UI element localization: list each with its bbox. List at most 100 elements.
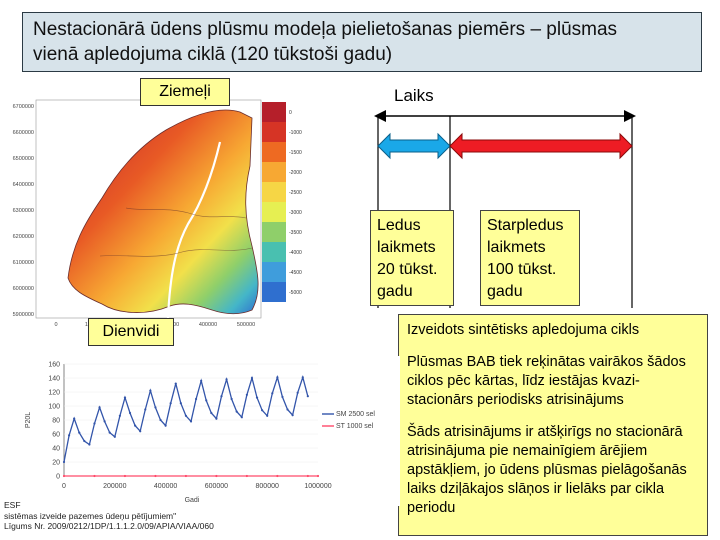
- map-colorbar: [262, 102, 286, 302]
- chart-point: [301, 376, 304, 379]
- chart-x-tick: 600000: [205, 483, 228, 490]
- map-y-tick: 6100000: [13, 260, 34, 266]
- chart-point: [261, 409, 264, 412]
- interglacial-line-1: Starpledus: [487, 217, 564, 234]
- interglacial-line-2: laikmets: [487, 239, 546, 256]
- chart-point: [118, 414, 121, 417]
- chart-point: [149, 389, 152, 392]
- map-y-tick: 5900000: [13, 312, 34, 318]
- chart-point: [291, 414, 294, 417]
- chart-point: [113, 435, 116, 438]
- p20l-chart: P20L Gadi 0 20 40 60 80 100 120 140 160 0 200000 40…: [22, 356, 400, 506]
- chart-point: [205, 399, 208, 402]
- chart-point: [245, 393, 248, 396]
- chart-point: [103, 420, 106, 423]
- ice-thickness-map: 6700000 6600000 6500000 6400000 6300000 62000…: [6, 96, 308, 328]
- chart-point: [62, 474, 66, 478]
- chart-point: [93, 422, 96, 425]
- chart-point: [128, 411, 132, 415]
- legend-st: ST 1000 sel: [336, 423, 374, 430]
- interglacial-line-3: 100 tūkst.: [487, 261, 557, 278]
- chart-point: [93, 474, 96, 478]
- chart-point: [281, 395, 284, 398]
- chart-point: [306, 474, 309, 478]
- map-y-tick: 6700000: [13, 104, 34, 110]
- colorbar-tick: -3500: [289, 230, 302, 236]
- chart-point: [184, 414, 188, 417]
- chart-point: [306, 395, 309, 398]
- map-y-tick: 6300000: [13, 208, 34, 214]
- chart-point: [220, 395, 223, 398]
- chart-point: [164, 424, 167, 427]
- chart-point: [225, 378, 228, 381]
- footer-line-3: Līgums Nr. 2009/0212/1DP/1.1.1.2.0/09/AP…: [4, 521, 214, 531]
- chart-point: [169, 402, 172, 405]
- colorbar-tick: 0: [289, 110, 292, 116]
- interglacial-box: Starpledus laikmets 100 tūkst. gadu: [480, 210, 580, 306]
- chart-y-tick: 120: [48, 390, 60, 397]
- chart-point: [200, 379, 203, 382]
- footer-credits: ESF sistēmas izveide pazemes ūdeņu pētīj…: [4, 500, 264, 532]
- chart-legend: SM 2500 sel ST 1000 sel: [322, 411, 375, 430]
- chart-point: [134, 424, 137, 427]
- chart-x-tick: 1000000: [304, 483, 331, 490]
- chart-point: [245, 474, 248, 478]
- chart-point: [250, 376, 254, 380]
- chart-point: [108, 431, 111, 434]
- chart-point: [83, 439, 86, 443]
- chart-x-tick: 800000: [256, 483, 279, 490]
- legend-sm: SM 2500 sel: [336, 411, 375, 418]
- chart-point: [215, 474, 218, 478]
- chart-point: [210, 411, 213, 415]
- colorbar-tick: -2000: [289, 170, 302, 176]
- chart-x-tick: 200000: [103, 483, 126, 490]
- map-y-tick: 6200000: [13, 234, 34, 240]
- chart-point: [154, 474, 157, 478]
- map-y-tick: 6500000: [13, 156, 34, 162]
- map-figure: 6700000 6600000 6500000 6400000 6300000 62000…: [13, 99, 302, 328]
- ice-age-box: Ledus laikmets 20 tūkst. gadu: [370, 210, 454, 306]
- map-y-tick: 6600000: [13, 130, 34, 136]
- chart-point: [235, 410, 238, 413]
- chart-y-tick: 100: [48, 404, 60, 411]
- chart-point: [184, 474, 188, 478]
- ice-age-line-2: laikmets: [377, 239, 436, 256]
- chart-svg: P20L Gadi 0 20 40 60 80 100 120 140 160 0 200000 40…: [22, 356, 400, 506]
- chart-y-tick: 20: [52, 460, 60, 467]
- chart-point: [88, 443, 91, 446]
- chart-point: [286, 408, 289, 411]
- colorbar-tick: -4500: [289, 270, 302, 276]
- title-line-1: Nestacionārā ūdens plūsmu modeļa pieliet…: [33, 19, 618, 40]
- interglacial-line-4: gadu: [487, 283, 523, 300]
- chart-point: [276, 376, 279, 379]
- chart-point: [123, 474, 127, 478]
- chart-point: [276, 474, 279, 478]
- chart-point: [240, 416, 243, 419]
- chart-point: [62, 460, 66, 464]
- notes-box: Izveidots sintētisks apledojuma cikls Pl…: [398, 314, 708, 536]
- chart-point: [266, 414, 269, 417]
- chart-y-tick: 140: [48, 376, 60, 383]
- chart-point: [144, 408, 147, 411]
- slide-title: Nestacionārā ūdens plūsmu modeļa pieliet…: [22, 12, 702, 72]
- chart-point: [271, 392, 274, 395]
- north-label: Ziemeļi: [140, 78, 230, 106]
- map-x-tick: 400000: [199, 322, 217, 328]
- chart-point: [123, 396, 127, 399]
- chart-point: [98, 406, 101, 409]
- chart-point: [296, 391, 299, 394]
- chart-point: [215, 417, 218, 420]
- colorbar-tick: -1000: [289, 130, 302, 136]
- ice-age-arrow: [377, 132, 451, 160]
- map-y-tick: 6000000: [13, 286, 34, 292]
- chart-y-tick: 0: [56, 474, 60, 481]
- chart-point: [78, 431, 81, 434]
- colorbar-tick: -3000: [289, 210, 302, 216]
- chart-point: [316, 474, 320, 478]
- chart-point: [139, 430, 142, 433]
- chart-point: [179, 402, 182, 405]
- chart-point: [230, 397, 233, 401]
- note-3: Šāds atrisinājums ir atšķirīgs no stacio…: [407, 424, 687, 516]
- colorbar-tick: -4000: [289, 250, 302, 256]
- chart-xlabel: Gadi: [185, 497, 200, 504]
